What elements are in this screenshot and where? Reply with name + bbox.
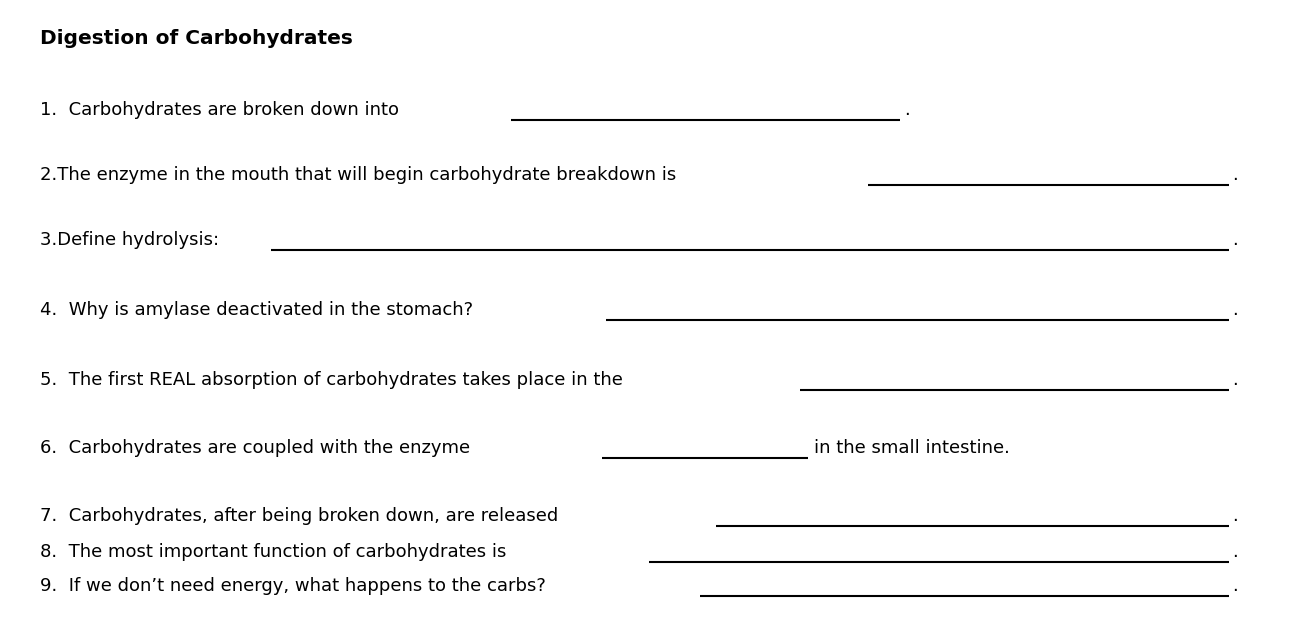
Text: .: .	[1233, 231, 1238, 249]
Text: .: .	[1233, 301, 1238, 319]
Text: 6.  Carbohydrates are coupled with the enzyme: 6. Carbohydrates are coupled with the en…	[39, 439, 476, 457]
Text: Digestion of Carbohydrates: Digestion of Carbohydrates	[39, 29, 353, 47]
Text: in the small intestine.: in the small intestine.	[815, 439, 1010, 457]
Text: 3.Define hydrolysis:: 3.Define hydrolysis:	[39, 231, 219, 249]
Text: .: .	[1233, 371, 1238, 389]
Text: .: .	[1233, 577, 1238, 595]
Text: 8.  The most important function of carbohydrates is: 8. The most important function of carboh…	[39, 543, 512, 561]
Text: .: .	[1233, 507, 1238, 525]
Text: 7.  Carbohydrates, after being broken down, are released: 7. Carbohydrates, after being broken dow…	[39, 507, 564, 525]
Text: .: .	[904, 101, 909, 119]
Text: 2.The enzyme in the mouth that will begin carbohydrate breakdown is: 2.The enzyme in the mouth that will begi…	[39, 166, 682, 184]
Text: 4.  Why is amylase deactivated in the stomach?: 4. Why is amylase deactivated in the sto…	[39, 301, 478, 319]
Text: 9.  If we don’t need energy, what happens to the carbs?: 9. If we don’t need energy, what happens…	[39, 577, 552, 595]
Text: 5.  The first REAL absorption of carbohydrates takes place in the: 5. The first REAL absorption of carbohyd…	[39, 371, 628, 389]
Text: .: .	[1233, 543, 1238, 561]
Text: .: .	[1233, 166, 1238, 184]
Text: 1.  Carbohydrates are broken down into: 1. Carbohydrates are broken down into	[39, 101, 405, 119]
